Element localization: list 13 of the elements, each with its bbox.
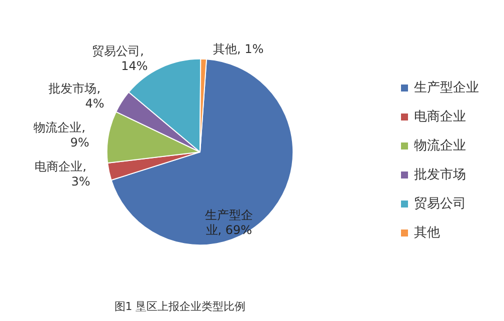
- legend-label: 贸易公司: [414, 196, 466, 212]
- data-label: 贸易公司, 14%: [92, 44, 148, 73]
- legend-label: 其他: [414, 226, 440, 240]
- data-label: 生产型企业, 69%: [204, 208, 253, 238]
- legend-label: 批发市场: [414, 168, 466, 182]
- data-label: 批发市场, 4%: [48, 82, 104, 111]
- data-label: 电商企业, 3%: [34, 159, 90, 188]
- data-label: 物流企业, 9%: [34, 120, 90, 150]
- legend-label: 物流企业: [414, 138, 466, 154]
- legend-label: 生产型企业: [414, 80, 479, 96]
- legend-label: 电商企业: [414, 110, 466, 124]
- data-label: 其他, 1%: [212, 42, 264, 56]
- text: 图1 垦区上报企业类型比例: [114, 300, 246, 313]
